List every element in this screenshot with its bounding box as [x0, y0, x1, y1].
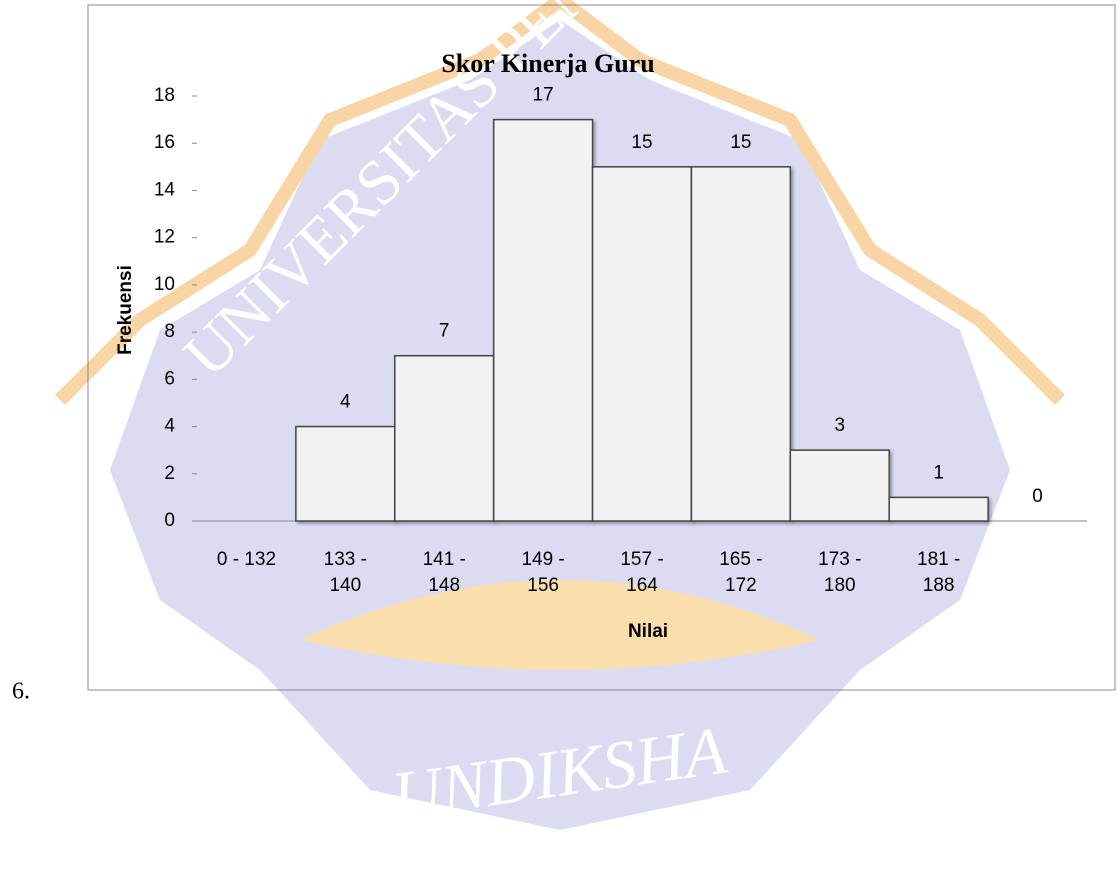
- bar: [593, 167, 692, 521]
- bar: [790, 450, 889, 521]
- data-label: 15: [730, 132, 751, 153]
- x-tick-label: 0 - 132: [209, 547, 283, 573]
- y-axis-title: Frekuensi: [115, 265, 136, 355]
- bar: [296, 427, 395, 521]
- chart: UNIVERSITAS PENDI UNDIKSHA 6. Skor Kiner…: [0, 0, 1117, 886]
- x-tick-label: 141 - 148: [407, 547, 481, 599]
- y-tick-label: 10: [154, 274, 175, 295]
- bar: [691, 167, 790, 521]
- data-label: 0: [1032, 486, 1043, 507]
- y-tick-label: 12: [154, 227, 175, 248]
- y-tick-label: 14: [154, 179, 176, 200]
- bar: [494, 120, 593, 521]
- data-label: 1: [933, 462, 944, 483]
- x-tick-label: 165 - 172: [704, 547, 778, 599]
- data-label: 17: [533, 85, 554, 106]
- x-tick-label: 133 - 140: [308, 547, 382, 599]
- x-tick-label: 157 - 164: [605, 547, 679, 599]
- x-tick-label: 173 - 180: [803, 547, 877, 599]
- x-axis-title: Nilai: [628, 621, 668, 642]
- y-tick-label: 16: [154, 132, 175, 153]
- y-tick-label: 18: [154, 85, 175, 106]
- bar: [395, 356, 494, 521]
- bar: [889, 497, 988, 521]
- y-tick-label: 2: [164, 463, 175, 484]
- y-tick-label: 0: [164, 510, 175, 531]
- y-tick-label: 4: [164, 416, 175, 437]
- y-tick-label: 8: [164, 321, 175, 342]
- page: UNIVERSITAS PENDI UNDIKSHA 6. Skor Kiner…: [0, 0, 1117, 886]
- list-marker: 6.: [12, 679, 30, 705]
- x-tick-label: 149 - 156: [506, 547, 580, 599]
- data-label: 15: [631, 132, 652, 153]
- data-label: 3: [834, 415, 845, 436]
- data-label: 4: [340, 392, 351, 413]
- data-label: 7: [439, 321, 450, 342]
- y-tick-label: 6: [164, 368, 175, 389]
- x-tick-label: 181 - 188: [902, 547, 976, 599]
- chart-title: Skor Kinerja Guru: [441, 49, 654, 78]
